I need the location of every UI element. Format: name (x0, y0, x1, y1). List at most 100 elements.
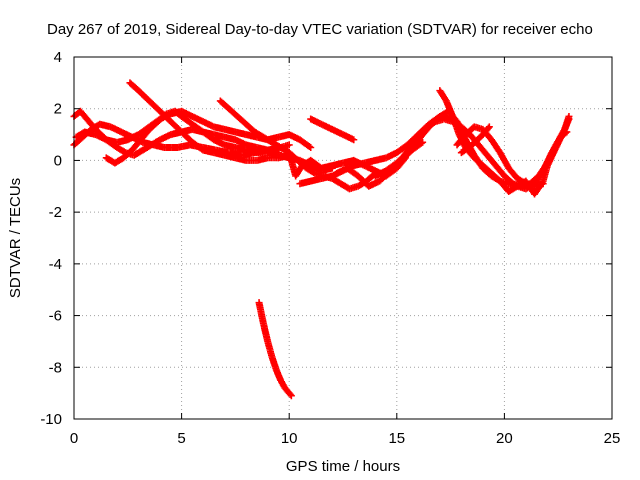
series-track-n (453, 123, 547, 190)
y-axis-label: SDTVAR / TECUs (7, 178, 24, 298)
data-point (156, 136, 164, 144)
data-point (333, 169, 341, 177)
data-point (96, 120, 104, 128)
data-point (92, 131, 100, 139)
data-point (522, 180, 530, 188)
data-point (231, 154, 239, 162)
data-point (264, 149, 272, 157)
data-point (259, 319, 267, 327)
data-point (210, 149, 218, 157)
data-point (253, 149, 261, 157)
y-tick-label: 0 (54, 152, 62, 169)
data-point (259, 133, 267, 141)
data-point (423, 123, 431, 131)
data-point (251, 128, 259, 136)
data-point (365, 182, 373, 190)
data-point (354, 182, 362, 190)
data-point (163, 110, 171, 118)
data-point (188, 120, 196, 128)
plot-border (73, 56, 613, 420)
data-point (225, 105, 233, 113)
data-point (479, 131, 487, 139)
data-point (113, 138, 121, 146)
x-tick-label: 10 (281, 430, 298, 447)
series-track-i (307, 115, 358, 144)
data-point (565, 115, 573, 123)
data-point (343, 164, 351, 172)
data-point (130, 151, 138, 159)
data-point (561, 125, 569, 133)
data-point (242, 131, 250, 139)
data-point (479, 162, 487, 170)
data-point (145, 125, 153, 133)
y-tick-label: -6 (49, 308, 62, 325)
data-point (442, 97, 450, 105)
grid-lines (74, 57, 612, 419)
data-point (371, 172, 379, 180)
data-point (455, 131, 463, 139)
data-point (317, 120, 325, 128)
data-point (268, 353, 276, 361)
data-point (393, 159, 401, 167)
data-point (414, 131, 422, 139)
data-point (552, 144, 560, 151)
y-tick-label: -10 (40, 411, 62, 428)
data-point (350, 136, 358, 144)
data-point (543, 162, 551, 170)
y-tick-label: -4 (49, 256, 62, 273)
data-point (337, 180, 345, 188)
data-point (307, 115, 315, 123)
axis-ticks: 0 5 10 15 20 25 -10 -8 -6 -4 -2 0 2 4 (40, 49, 620, 447)
x-tick-label: 25 (604, 430, 621, 447)
data-point (419, 138, 427, 146)
data-point (328, 162, 336, 170)
data-point (154, 118, 162, 126)
data-point (382, 167, 390, 175)
data-point (470, 123, 478, 131)
data-point (492, 162, 500, 170)
data-point (264, 337, 272, 345)
data-point (117, 128, 125, 136)
series-track-p (255, 299, 295, 400)
data-point (531, 190, 539, 198)
data-point (210, 136, 218, 144)
data-point (231, 136, 239, 144)
data-point (255, 299, 263, 307)
data-point (496, 177, 504, 185)
data-point (76, 107, 84, 115)
data-point (296, 136, 304, 144)
data-point (487, 136, 495, 144)
data-point (135, 131, 143, 139)
data-point (393, 149, 401, 157)
data-point (102, 154, 110, 162)
data-point (145, 97, 153, 105)
data-point (234, 112, 242, 120)
y-tick-label: 4 (54, 49, 62, 66)
data-point (188, 138, 196, 146)
data-point (171, 107, 179, 115)
data-point (281, 384, 289, 392)
data-point (307, 177, 315, 185)
data-point (124, 136, 132, 144)
data-point (178, 112, 186, 120)
data-point (268, 138, 276, 146)
series-layer (70, 79, 573, 400)
data-point (307, 144, 315, 151)
data-point (216, 97, 224, 105)
data-point (242, 156, 250, 164)
data-point (505, 187, 513, 195)
data-point (294, 156, 302, 164)
series-track-o (457, 123, 493, 157)
data-point (449, 112, 457, 120)
data-point (317, 175, 325, 183)
x-tick-label: 0 (70, 430, 78, 447)
data-point (457, 149, 465, 157)
x-tick-label: 20 (496, 430, 513, 447)
data-point (102, 136, 110, 144)
data-point (188, 112, 196, 120)
x-tick-label: 15 (388, 430, 405, 447)
data-point (119, 154, 127, 162)
data-point (199, 128, 207, 136)
x-axis-label: GPS time / hours (286, 458, 400, 475)
data-point (107, 123, 115, 131)
